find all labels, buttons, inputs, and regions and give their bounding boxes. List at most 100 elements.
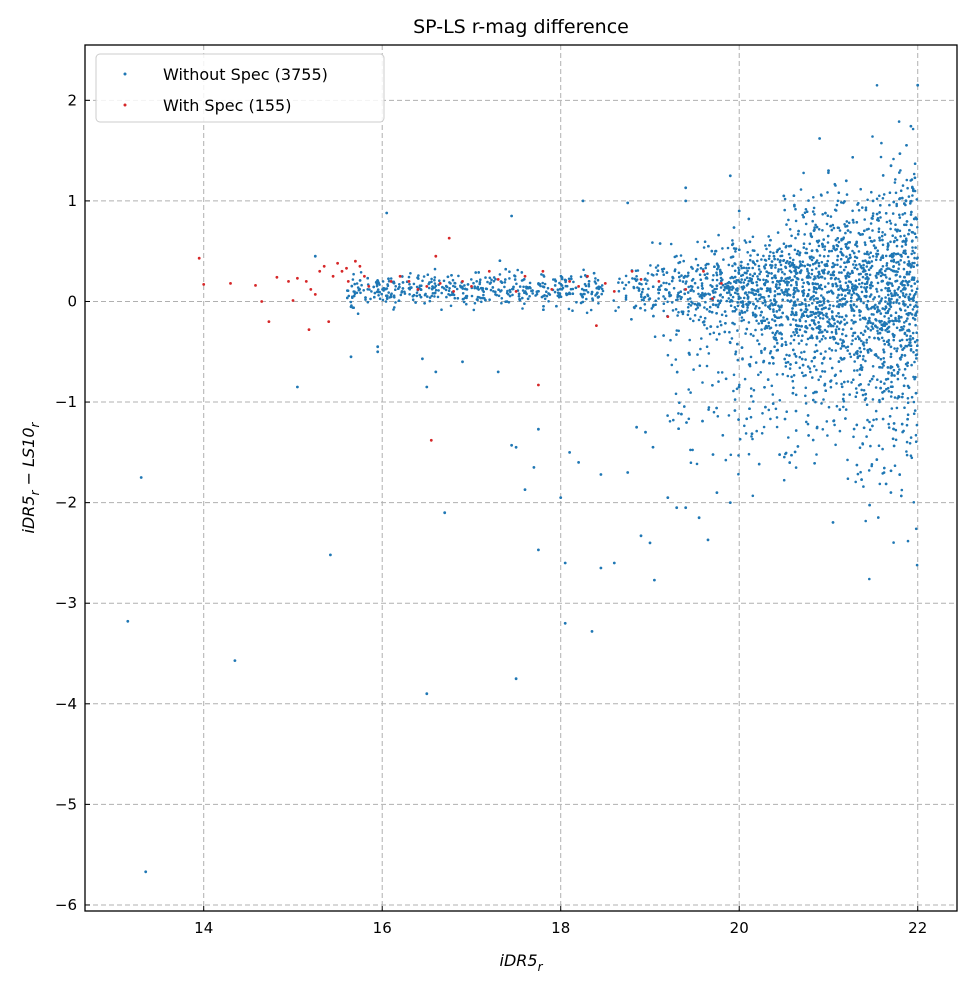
point-without-spec	[890, 252, 894, 256]
point-without-spec	[389, 277, 393, 280]
point-without-spec	[521, 296, 524, 300]
point-without-spec	[809, 370, 812, 374]
point-without-spec	[537, 548, 540, 552]
point-without-spec	[812, 196, 815, 199]
point-without-spec	[699, 278, 703, 282]
point-without-spec	[763, 327, 767, 330]
point-without-spec	[838, 298, 842, 302]
point-without-spec	[793, 300, 797, 304]
point-without-spec	[817, 261, 821, 265]
point-without-spec	[868, 316, 871, 320]
point-without-spec	[796, 249, 800, 253]
point-without-spec	[804, 222, 808, 226]
point-without-spec	[898, 339, 902, 343]
point-without-spec	[842, 254, 845, 257]
point-without-spec	[910, 456, 914, 460]
point-without-spec	[774, 323, 778, 327]
point-without-spec	[892, 260, 895, 263]
point-without-spec	[809, 314, 812, 318]
point-without-spec	[820, 307, 824, 311]
point-without-spec	[850, 342, 853, 346]
point-without-spec	[296, 385, 299, 389]
point-without-spec	[523, 488, 527, 491]
point-without-spec	[374, 281, 378, 284]
point-without-spec	[879, 380, 883, 384]
point-without-spec	[790, 453, 793, 457]
point-without-spec	[815, 287, 818, 291]
point-without-spec	[630, 318, 633, 321]
point-without-spec	[795, 327, 799, 331]
point-without-spec	[775, 310, 779, 313]
point-without-spec	[736, 301, 739, 304]
point-without-spec	[876, 252, 880, 256]
point-without-spec	[827, 290, 831, 294]
point-without-spec	[909, 124, 913, 128]
point-without-spec	[906, 263, 910, 266]
point-without-spec	[651, 285, 655, 289]
point-without-spec	[767, 324, 770, 328]
point-without-spec	[729, 293, 732, 297]
point-without-spec	[418, 293, 422, 297]
point-without-spec	[740, 278, 743, 281]
point-without-spec	[894, 280, 897, 283]
point-without-spec	[740, 346, 744, 349]
point-without-spec	[823, 370, 827, 373]
point-with-spec	[630, 269, 634, 273]
point-without-spec	[821, 242, 824, 246]
point-without-spec	[823, 245, 827, 248]
point-without-spec	[914, 292, 917, 296]
point-without-spec	[874, 386, 878, 389]
point-without-spec	[713, 287, 716, 291]
point-without-spec	[785, 410, 788, 414]
point-without-spec	[859, 350, 862, 354]
point-without-spec	[836, 263, 839, 267]
point-without-spec	[771, 393, 775, 396]
point-without-spec	[638, 282, 641, 285]
point-without-spec	[873, 336, 876, 340]
point-without-spec	[721, 283, 725, 287]
point-without-spec	[794, 393, 798, 397]
point-without-spec	[563, 621, 567, 625]
point-without-spec	[800, 339, 803, 343]
point-with-spec	[496, 278, 500, 281]
point-without-spec	[390, 295, 393, 299]
point-without-spec	[853, 259, 857, 263]
point-without-spec	[876, 281, 880, 285]
point-without-spec	[716, 299, 720, 303]
point-without-spec	[736, 292, 739, 296]
point-without-spec	[887, 422, 890, 426]
point-without-spec	[646, 279, 649, 282]
point-without-spec	[416, 276, 419, 280]
point-without-spec	[464, 287, 467, 291]
point-without-spec	[913, 318, 917, 321]
point-without-spec	[797, 334, 800, 338]
point-without-spec	[415, 294, 419, 298]
point-without-spec	[805, 247, 808, 251]
point-without-spec	[698, 273, 702, 277]
point-without-spec	[786, 317, 790, 321]
point-without-spec	[734, 247, 738, 250]
point-without-spec	[804, 305, 808, 308]
point-without-spec	[841, 344, 844, 348]
chart-title: SP-LS r-mag difference	[413, 16, 629, 38]
point-without-spec	[864, 289, 868, 293]
point-without-spec	[698, 302, 701, 306]
point-without-spec	[743, 239, 747, 242]
point-without-spec	[751, 494, 755, 498]
point-without-spec	[839, 369, 842, 373]
point-without-spec	[806, 414, 810, 417]
point-without-spec	[783, 208, 786, 212]
point-without-spec	[346, 289, 350, 293]
point-without-spec	[844, 281, 848, 285]
point-without-spec	[782, 242, 786, 245]
point-without-spec	[806, 422, 810, 426]
point-without-spec	[907, 295, 910, 299]
legend-label-without-spec: Without Spec (3755)	[163, 65, 328, 84]
point-without-spec	[693, 281, 697, 285]
point-without-spec	[668, 291, 671, 294]
point-without-spec	[746, 263, 750, 266]
point-without-spec	[577, 461, 580, 464]
point-without-spec	[804, 330, 808, 334]
point-without-spec	[801, 363, 805, 367]
point-without-spec	[453, 285, 457, 289]
